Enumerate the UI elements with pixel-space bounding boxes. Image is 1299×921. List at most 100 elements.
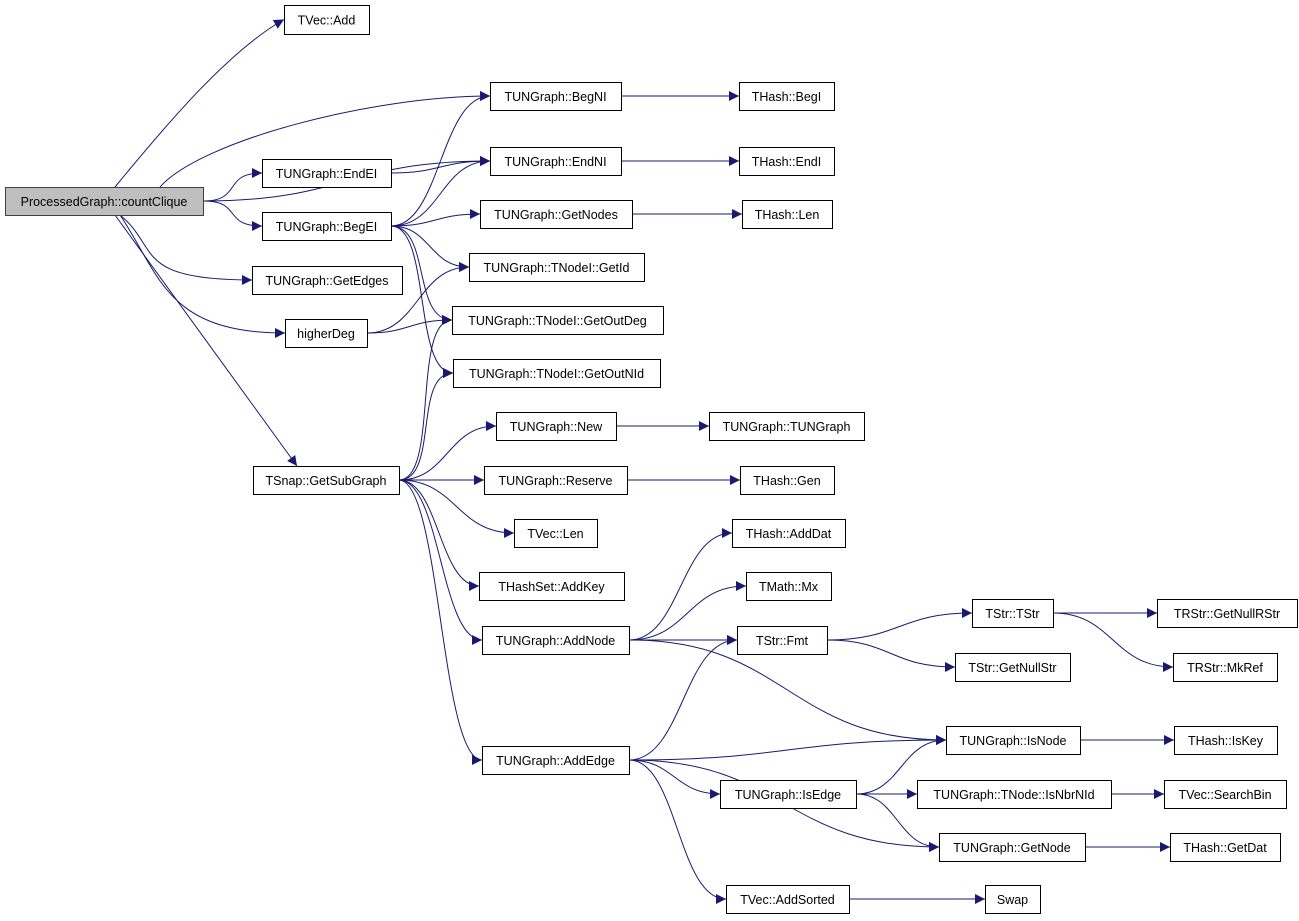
function-node[interactable]: TRStr::GetNullRStr	[1157, 599, 1298, 628]
node-label: ProcessedGraph::countClique	[21, 195, 188, 209]
node-box	[262, 159, 392, 188]
function-node[interactable]: TMath::Mx	[746, 572, 832, 601]
function-node[interactable]: TUNGraph::GetEdges	[252, 266, 403, 295]
function-node[interactable]: THash::AddDat	[732, 519, 846, 548]
node-box	[452, 306, 664, 335]
function-node[interactable]: TStr::Fmt	[737, 626, 828, 655]
function-node[interactable]: THash::Len	[742, 200, 833, 229]
call-edge-getSubGraph-to-getOutDeg	[398, 315, 453, 481]
node-box	[732, 519, 846, 548]
node-label: higherDeg	[297, 327, 355, 341]
node-box	[726, 885, 850, 914]
node-label: TUNGraph::New	[510, 420, 603, 434]
function-node[interactable]: TVec::AddSorted	[726, 885, 850, 914]
call-edge-begEI-to-getOutDeg	[390, 225, 453, 325]
node-box	[1157, 599, 1298, 628]
function-node[interactable]: TUNGraph::Reserve	[484, 466, 628, 495]
node-box	[955, 653, 1071, 682]
node-label: TUNGraph::TNodeI::GetOutDeg	[468, 314, 647, 328]
function-node[interactable]: TUNGraph::IsNode	[946, 726, 1081, 755]
node-box	[484, 466, 628, 495]
node-box	[514, 519, 598, 548]
function-node[interactable]: TUNGraph::EndNI	[490, 147, 622, 176]
node-label: TUNGraph::TUNGraph	[723, 420, 851, 434]
function-node[interactable]: Swap	[985, 885, 1041, 914]
node-box	[946, 726, 1081, 755]
function-node[interactable]: TUNGraph::TNode::IsNbrNId	[917, 780, 1112, 809]
function-node[interactable]: THash::BegI	[739, 82, 835, 111]
node-label: TUNGraph::TNodeI::GetOutNId	[469, 367, 644, 381]
call-edge-addEdge-to-addSorted	[628, 759, 727, 904]
node-label: TStr::Fmt	[756, 634, 809, 648]
node-box	[972, 599, 1054, 628]
node-box	[737, 626, 828, 655]
node-box	[284, 5, 370, 35]
node-label: TVec::SearchBin	[1178, 788, 1271, 802]
function-node[interactable]: TUNGraph::TNodeI::GetOutDeg	[452, 306, 664, 335]
node-label: TVec::AddSorted	[740, 893, 835, 907]
call-edge-tstr-to-mkRef	[1052, 612, 1174, 672]
node-box	[453, 359, 661, 388]
function-node[interactable]: TUNGraph::AddEdge	[482, 746, 630, 775]
node-box	[262, 212, 392, 241]
function-node[interactable]: TUNGraph::AddNode	[482, 626, 630, 655]
function-node[interactable]: THash::IsKey	[1174, 726, 1278, 755]
function-node[interactable]: TUNGraph::BegEI	[262, 212, 392, 241]
call-edge-addNode-to-mx	[628, 581, 747, 641]
function-node[interactable]: TUNGraph::GetNode	[939, 833, 1086, 862]
node-box	[480, 200, 633, 229]
node-label: THash::EndI	[752, 155, 821, 169]
function-node[interactable]: higherDeg	[285, 319, 368, 348]
call-edge-begEI-to-getNodes	[390, 209, 481, 227]
function-node[interactable]: TVec::SearchBin	[1164, 780, 1287, 809]
node-label: TUNGraph::IsNode	[960, 734, 1067, 748]
function-node[interactable]: TUNGraph::GetNodes	[480, 200, 633, 229]
function-node[interactable]: TSnap::GetSubGraph	[253, 466, 400, 495]
node-label: TUNGraph::BegEI	[276, 220, 377, 234]
function-node[interactable]: TVec::Add	[284, 5, 370, 35]
function-node[interactable]: TUNGraph::TNodeI::GetId	[469, 253, 645, 282]
node-label: TVec::Add	[298, 14, 356, 28]
node-label: THash::Len	[755, 208, 820, 222]
function-node[interactable]: TUNGraph::EndEI	[262, 159, 392, 188]
function-node[interactable]: THash::EndI	[739, 147, 835, 176]
node-box	[709, 412, 865, 441]
node-label: TUNGraph::GetEdges	[266, 274, 389, 288]
root-function-node[interactable]: ProcessedGraph::countClique	[5, 187, 204, 216]
node-box	[482, 626, 630, 655]
function-node[interactable]: TStr::GetNullStr	[955, 653, 1071, 682]
node-label: TUNGraph::AddEdge	[496, 754, 615, 768]
call-edge-begEI-to-getId	[390, 225, 470, 272]
call-edge-begEI-to-begNI	[390, 91, 491, 227]
node-label: TSnap::GetSubGraph	[266, 474, 387, 488]
node-box	[285, 319, 368, 348]
node-box	[917, 780, 1112, 809]
call-edge-countClique-to-endEI	[202, 168, 263, 202]
node-box	[496, 412, 617, 441]
node-label: TStr::TStr	[985, 607, 1039, 621]
function-node[interactable]: THashSet::AddKey	[479, 572, 625, 601]
node-box	[742, 200, 833, 229]
function-node[interactable]: TVec::Len	[514, 519, 598, 548]
call-edge-getSubGraph-to-addEdge	[398, 479, 483, 765]
node-label: THash::Gen	[753, 474, 820, 488]
function-node[interactable]: TUNGraph::IsEdge	[720, 780, 857, 809]
function-node[interactable]: TRStr::MkRef	[1173, 653, 1278, 682]
function-node[interactable]: TUNGraph::New	[496, 412, 617, 441]
node-label: TUNGraph::TNode::IsNbrNId	[933, 788, 1094, 802]
function-node[interactable]: TUNGraph::BegNI	[490, 82, 622, 111]
node-box	[479, 572, 625, 601]
node-label: THash::IsKey	[1188, 734, 1264, 748]
call-edge-isEdge-to-isNode	[855, 735, 947, 795]
call-edge-addEdge-to-fmt	[628, 635, 738, 761]
node-label: TUNGraph::GetNodes	[494, 208, 618, 222]
call-edge-addNode-to-addDat	[628, 528, 733, 641]
function-node[interactable]: TStr::TStr	[972, 599, 1054, 628]
node-box	[5, 187, 204, 216]
node-label: TUNGraph::IsEdge	[735, 788, 841, 802]
function-node[interactable]: THash::GetDat	[1170, 833, 1281, 862]
function-node[interactable]: TUNGraph::TNodeI::GetOutNId	[453, 359, 661, 388]
function-node[interactable]: THash::Gen	[740, 466, 835, 495]
function-node[interactable]: TUNGraph::TUNGraph	[709, 412, 865, 441]
call-edge-countClique-to-vecAdd	[114, 19, 285, 188]
